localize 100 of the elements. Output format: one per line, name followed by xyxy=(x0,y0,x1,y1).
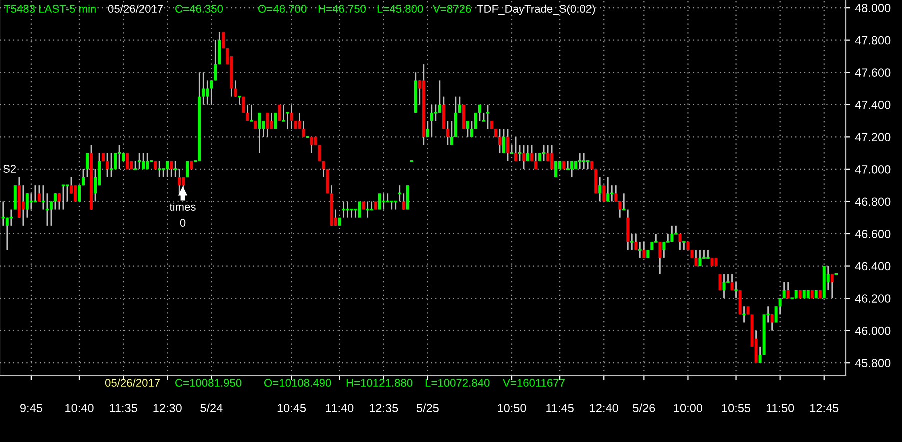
candlestick xyxy=(14,186,17,210)
candlestick xyxy=(302,120,306,138)
candlestick xyxy=(210,80,214,106)
candlestick xyxy=(538,153,542,162)
annotation: H=46.750 xyxy=(318,5,366,13)
candlestick xyxy=(122,153,126,162)
candlestick xyxy=(614,184,618,202)
y-tick-label: 46.800 xyxy=(855,198,891,206)
candlestick xyxy=(662,241,666,259)
candlestick xyxy=(830,274,834,300)
candlestick xyxy=(61,184,66,210)
candlestick xyxy=(722,274,726,300)
candlestick xyxy=(670,225,674,243)
candlestick xyxy=(54,192,57,210)
candlestick xyxy=(190,161,194,170)
annotation: 0 xyxy=(180,219,186,227)
candlestick xyxy=(602,186,606,202)
x-tick-label: 10:40 xyxy=(66,404,94,412)
x-tick-label: 12:40 xyxy=(590,404,618,412)
candlestick xyxy=(506,128,510,162)
annotation: L=45.800 xyxy=(378,5,424,13)
candlestick xyxy=(22,184,25,227)
x-tick-label: 10:00 xyxy=(674,404,703,412)
candlestick xyxy=(802,290,806,299)
candlestick xyxy=(106,152,110,178)
candlestick xyxy=(494,129,498,138)
candlestick xyxy=(714,258,718,266)
y-tick-label: 45.800 xyxy=(855,359,891,368)
candlestick xyxy=(78,186,81,202)
text: V=16011677 xyxy=(503,379,565,387)
candlestick xyxy=(562,161,566,170)
candlestick xyxy=(746,306,750,315)
candlestick xyxy=(774,306,778,323)
candlestick xyxy=(718,274,722,290)
candlestick xyxy=(794,290,798,299)
candlestick xyxy=(606,176,610,202)
x-tick-label: 10:50 xyxy=(498,404,526,412)
y-tick-label: 48.000 xyxy=(855,4,891,12)
candlestick xyxy=(338,218,342,226)
candlestick xyxy=(590,161,594,170)
candlestick xyxy=(266,112,270,138)
candlestick xyxy=(206,80,210,106)
candlestick xyxy=(642,241,646,259)
candlestick xyxy=(438,80,442,114)
candlestick xyxy=(462,104,466,130)
annotation: V=8726 xyxy=(433,5,472,13)
candlestick xyxy=(114,153,118,170)
candlestick xyxy=(574,161,578,170)
candlestick xyxy=(526,144,530,162)
candlestick xyxy=(658,241,662,276)
candlestick xyxy=(314,137,318,146)
candlestick xyxy=(234,80,238,98)
candlestick xyxy=(430,104,434,138)
candlestick xyxy=(458,96,462,114)
candlestick xyxy=(362,202,366,210)
y-tick-label: 46.200 xyxy=(855,294,891,303)
candlestick xyxy=(678,233,682,251)
candlestick xyxy=(810,290,814,299)
candlestick xyxy=(498,128,502,154)
candlestick xyxy=(406,186,410,210)
x-tick-label: 12:30 xyxy=(154,404,182,412)
text: O=10108.490 xyxy=(264,379,332,387)
candlestick xyxy=(294,121,298,130)
candlestick xyxy=(650,242,654,250)
candlestick xyxy=(534,152,538,170)
candlestick xyxy=(782,282,786,300)
candlestick xyxy=(290,104,294,130)
candlestick xyxy=(770,314,774,332)
candlestick xyxy=(402,192,406,210)
candlestick xyxy=(478,104,482,122)
candlestick xyxy=(258,112,262,154)
candlestick xyxy=(486,104,490,130)
candlestick xyxy=(490,121,494,130)
candlestick xyxy=(474,112,478,130)
candlestick xyxy=(126,153,130,170)
y-tick-label: 47.200 xyxy=(855,133,891,142)
candlestick xyxy=(50,201,53,227)
candlestick xyxy=(65,184,70,202)
x-tick-label: 5/24 xyxy=(200,404,223,412)
candlestick xyxy=(634,233,638,251)
annotation: O=46.700 xyxy=(258,5,307,13)
candlestick xyxy=(698,249,702,267)
candlestick xyxy=(274,112,278,130)
candlestick xyxy=(170,160,174,178)
text: L=10072.840 xyxy=(426,379,490,387)
candlestick xyxy=(74,186,77,202)
candlestick xyxy=(58,192,61,210)
candlestick xyxy=(466,120,470,138)
y-tick-label: 46.000 xyxy=(855,326,891,336)
candlestick xyxy=(186,161,190,178)
candlestick xyxy=(694,249,698,267)
candlestick xyxy=(710,258,714,266)
x-tick-label: 11:40 xyxy=(326,404,354,412)
candlestick xyxy=(26,192,29,219)
candlestick xyxy=(818,290,822,299)
annotation: C=46.350 xyxy=(176,5,224,13)
candlestick xyxy=(798,290,802,299)
candlestick xyxy=(358,202,362,218)
x-tick-label: 12:35 xyxy=(370,404,398,412)
x-tick-label: 11:50 xyxy=(766,404,794,412)
